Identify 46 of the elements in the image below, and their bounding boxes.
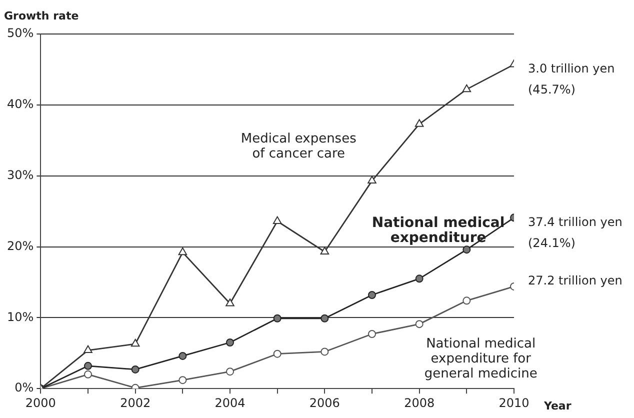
x-tick-label: 2010 xyxy=(498,396,530,410)
x-tick-label: 2000 xyxy=(25,396,56,410)
y-tick-label: 20% xyxy=(7,238,34,253)
x-tick-label: 2004 xyxy=(214,396,246,410)
point xyxy=(178,352,187,360)
text: 3.0 trillion yen (45.7%) xyxy=(528,62,615,97)
series-label: National medical expenditure for general medicine xyxy=(424,336,538,382)
point xyxy=(462,84,472,92)
point xyxy=(84,362,92,370)
point xyxy=(226,298,234,306)
point xyxy=(414,119,424,127)
point xyxy=(462,246,471,254)
x-tick-label: 2008 xyxy=(404,396,435,410)
point xyxy=(130,338,140,347)
point xyxy=(273,350,282,358)
y-tick-label: 40% xyxy=(7,97,34,112)
point xyxy=(226,338,234,346)
point xyxy=(131,365,140,374)
point xyxy=(415,274,424,283)
series-label: National medical expenditure xyxy=(372,214,505,246)
x-tick-label: 2006 xyxy=(309,396,340,410)
point xyxy=(320,314,329,322)
point xyxy=(415,320,424,328)
y-tick-label: 50% xyxy=(7,26,34,40)
y-tick-label: 10% xyxy=(7,310,34,324)
point xyxy=(462,296,471,305)
point xyxy=(272,216,282,224)
point xyxy=(178,247,188,256)
x-tick-label: 2002 xyxy=(120,396,151,410)
point xyxy=(320,348,329,356)
point xyxy=(368,176,376,184)
point xyxy=(368,330,376,338)
point xyxy=(178,376,187,384)
point xyxy=(84,345,92,354)
series-label: Medical expenses of cancer care xyxy=(240,131,357,162)
text: 37.4 trillion yen (24.1%) xyxy=(528,214,622,250)
point xyxy=(368,290,376,299)
point xyxy=(226,368,234,376)
y-tick-label: 0% xyxy=(14,380,34,395)
point xyxy=(273,314,282,322)
x-axis-title: Year xyxy=(543,399,572,412)
point xyxy=(320,246,330,254)
y-tick-label: 30% xyxy=(7,168,34,182)
y-axis-title: Growth rate xyxy=(4,9,79,22)
text: 27.2 trillion yen xyxy=(528,274,622,288)
point xyxy=(84,370,92,378)
